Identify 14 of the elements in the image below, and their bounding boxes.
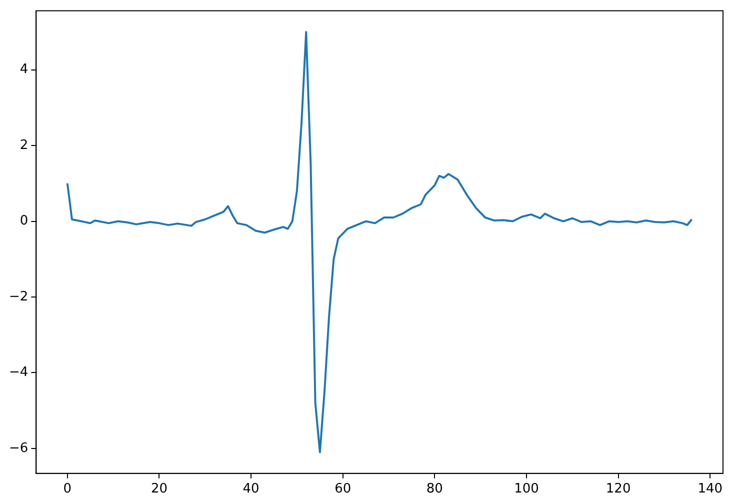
y-tick-label: −6	[8, 440, 28, 456]
x-tick-label: 120	[606, 482, 631, 497]
x-tick-label: 0	[63, 482, 72, 497]
x-tick-label: 80	[426, 482, 443, 497]
y-tick-label: −2	[8, 289, 28, 304]
y-tick-label: 2	[20, 138, 28, 153]
x-tick-label: 100	[514, 482, 539, 497]
y-tick-label: −4	[8, 365, 28, 380]
y-tick-label: 0	[20, 214, 28, 229]
x-tick-label: 60	[334, 482, 352, 497]
x-tick-label: 140	[698, 482, 723, 497]
x-tick-label: 20	[150, 482, 168, 497]
x-tick-label: 40	[242, 482, 260, 497]
y-tick-label: 4	[20, 62, 28, 78]
